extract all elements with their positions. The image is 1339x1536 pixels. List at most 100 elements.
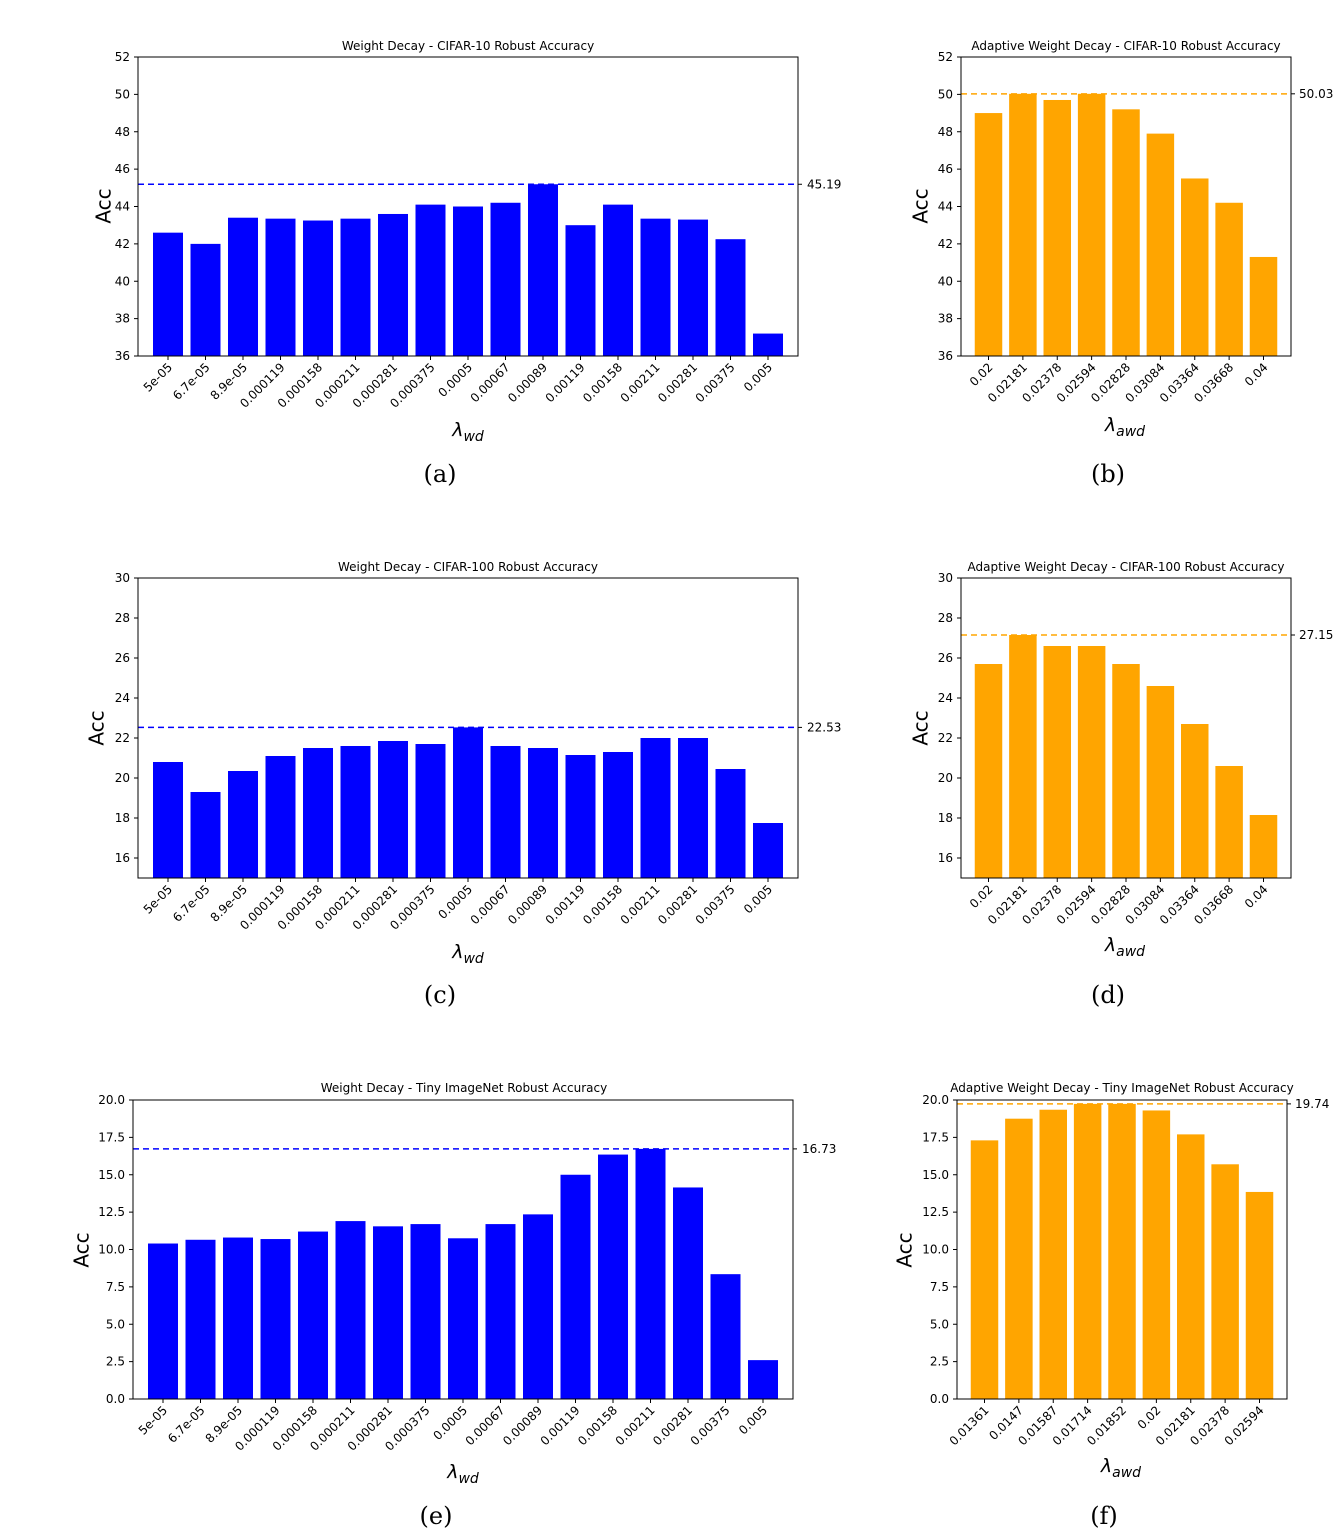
bar-0.000375 [415, 204, 446, 356]
x-ticks: 5e-056.7e-058.9e-050.0001190.0001580.000… [141, 878, 775, 933]
x-tick-label: 0.00211 [613, 1403, 658, 1448]
y-tick-label: 42 [115, 237, 130, 251]
x-tick-label: 0.00119 [543, 882, 588, 927]
y-tick-label: 10.0 [98, 1243, 125, 1257]
x-tick-label: 5e-05 [141, 360, 175, 394]
x-tick-label: 0.00067 [468, 360, 513, 405]
bar-0.000119 [265, 756, 296, 878]
bar-0.00067 [490, 202, 521, 356]
y-tick-label: 16 [115, 851, 130, 865]
y-axis-label: Acc [85, 710, 109, 745]
bar-8.9e-05 [228, 217, 258, 356]
x-tick-label: 0.00375 [693, 882, 738, 927]
y-tick-label: 5.0 [106, 1317, 125, 1331]
bar-0.000281 [373, 1226, 403, 1399]
bar-0.03084 [1146, 133, 1175, 356]
x-tick-label: 0.00067 [468, 882, 513, 927]
bars-group [153, 184, 783, 357]
bar-0.00158 [598, 1154, 628, 1399]
bar-6.7e-05 [190, 792, 221, 878]
bar-6.7e-05 [185, 1239, 216, 1399]
y-tick-label: 30 [115, 571, 130, 585]
x-axis-label: λawd [1104, 414, 1145, 440]
y-tick-label: 50 [938, 87, 953, 101]
x-tick-label: 0.04 [1242, 882, 1271, 911]
x-tick-label: 0.00119 [538, 1403, 583, 1448]
bar-0.00211 [635, 1148, 666, 1399]
bar-0.000211 [340, 218, 371, 356]
chart-d-svg: Adaptive Weight Decay - CIFAR-100 Robust… [909, 560, 1334, 1009]
x-tick-label: 0.02 [967, 360, 996, 389]
x-tick-label: 0.00281 [655, 882, 700, 927]
chart-title: Adaptive Weight Decay - CIFAR-10 Robust … [971, 39, 1280, 53]
bar-0.01587 [1039, 1109, 1067, 1399]
y-tick-label: 18 [938, 811, 953, 825]
y-tick-label: 15.0 [98, 1168, 125, 1182]
bar-0.00158 [603, 752, 633, 878]
bar-0.02181 [1009, 635, 1037, 878]
bar-0.00119 [565, 225, 596, 356]
bar-0.02378 [1211, 1164, 1239, 1399]
y-tick-label: 17.5 [98, 1130, 125, 1144]
y-tick-label: 7.5 [106, 1280, 125, 1294]
y-axis-label: Acc [909, 188, 933, 223]
bar-5e-05 [148, 1243, 178, 1399]
y-tick-label: 15.0 [922, 1168, 949, 1182]
bars-group [153, 727, 783, 878]
chart-title: Adaptive Weight Decay - Tiny ImageNet Ro… [950, 1081, 1293, 1095]
y-ticks: 0.0 2.5 5.0 7.5 10.0 12.5 15.0 17.5 20.0 [98, 1093, 133, 1406]
x-axis-symbol: λ [1104, 414, 1116, 436]
x-tick-label: 0.00211 [618, 882, 663, 927]
bar-5e-05 [153, 232, 183, 356]
bar-0.005 [748, 1360, 778, 1399]
chart-panel-b: Adaptive Weight Decay - CIFAR-10 Robust … [870, 0, 1339, 510]
bar-0.03668 [1215, 766, 1243, 878]
chart-panel-c: Weight Decay - CIFAR-100 Robust Accuracy… [0, 510, 870, 1020]
x-axis-symbol: λ [1100, 1455, 1112, 1477]
y-ticks: 16 18 20 22 24 26 28 30 [938, 571, 961, 865]
y-tick-label: 2.5 [930, 1355, 949, 1369]
bar-0.00067 [485, 1224, 516, 1399]
x-tick-label: 6.7e-05 [170, 360, 212, 402]
panel-caption: (b) [1091, 460, 1125, 488]
chart-f-svg: Adaptive Weight Decay - Tiny ImageNet Ro… [893, 1081, 1330, 1530]
bar-0.02 [1142, 1110, 1171, 1399]
y-tick-label: 24 [115, 691, 130, 705]
bar-0.00089 [528, 748, 558, 878]
x-ticks: 5e-056.7e-058.9e-050.0001190.0001580.000… [136, 1399, 770, 1454]
chart-b-svg: Adaptive Weight Decay - CIFAR-10 Robust … [909, 39, 1334, 488]
y-tick-label: 26 [938, 651, 953, 665]
x-ticks: 5e-056.7e-058.9e-050.0001190.0001580.000… [141, 356, 775, 411]
x-tick-label: 6.7e-05 [170, 882, 212, 924]
y-tick-label: 17.5 [922, 1130, 949, 1144]
bar-0.005 [753, 823, 783, 878]
bar-0.02181 [1177, 1134, 1205, 1399]
bars-group [974, 635, 1278, 878]
x-tick-label: 0.00089 [505, 882, 550, 927]
x-tick-label: 0.01361 [947, 1403, 992, 1448]
bar-0.00211 [640, 218, 671, 356]
bar-0.01361 [970, 1140, 999, 1399]
x-tick-label: 0.00089 [505, 360, 550, 405]
bar-8.9e-05 [228, 771, 258, 878]
x-tick-label: 0.00281 [650, 1403, 695, 1448]
x-axis-label: λawd [1104, 934, 1145, 960]
bars-group [970, 1103, 1274, 1399]
y-tick-label: 7.5 [930, 1280, 949, 1294]
y-tick-label: 20.0 [98, 1093, 125, 1107]
bar-0.04 [1249, 815, 1278, 878]
bar-0.000375 [410, 1224, 441, 1399]
x-tick-label: 0.02 [967, 882, 996, 911]
bar-0.000119 [265, 218, 296, 356]
bar-0.0005 [453, 206, 483, 356]
x-tick-label: 0.00067 [463, 1403, 508, 1448]
x-tick-label: 0.005 [741, 360, 775, 394]
y-tick-label: 2.5 [106, 1355, 125, 1369]
y-tick-label: 46 [938, 162, 953, 176]
x-tick-label: 5e-05 [136, 1403, 170, 1437]
y-ticks: 16 18 20 22 24 26 28 30 [115, 571, 138, 865]
best-value-label: 19.74 [1295, 1097, 1329, 1111]
x-axis-label: λwd [451, 941, 484, 967]
y-tick-label: 26 [115, 651, 130, 665]
x-ticks: 0.020.021810.023780.025940.028280.030840… [967, 356, 1271, 405]
